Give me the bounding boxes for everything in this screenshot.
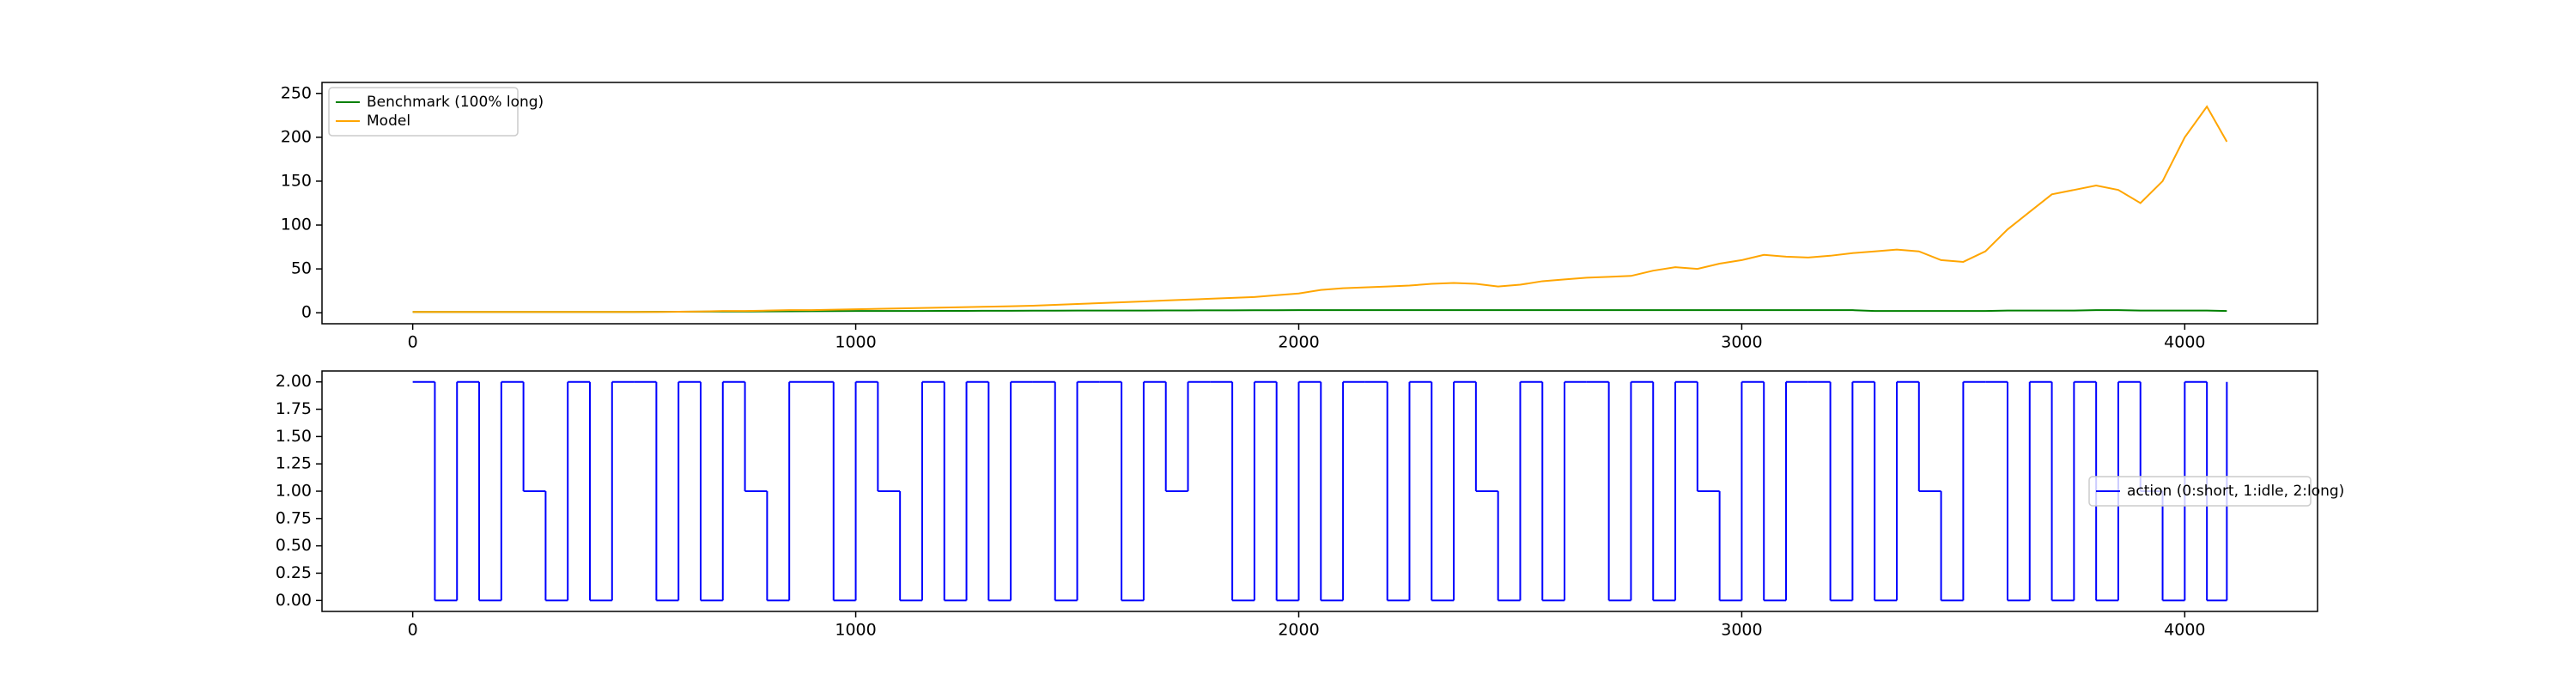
axes-frame [321,370,2318,612]
y-tick-label: 150 [281,171,312,190]
legend-box [2088,476,2312,507]
plot-area [412,105,2228,313]
y-tick-label: 200 [281,127,312,146]
y-tick-label: 1.50 [276,427,312,446]
x-tick-label: 0 [408,621,418,640]
plot-area [412,380,2228,602]
x-tick-label: 4000 [2164,621,2205,640]
x-tick-label: 0 [408,333,418,352]
y-tick-label: 0 [301,303,312,322]
legend-label: Benchmark (100% long) [367,94,544,111]
y-tick-label: 1.75 [276,399,312,418]
legend-box [328,87,519,137]
x-tick-label: 2000 [1278,333,1319,352]
legend-label: action (0:short, 1:idle, 2:long) [2127,483,2344,500]
y-tick-label: 1.00 [276,482,312,501]
y-tick-label: 0.25 [276,563,312,582]
axes-frame [321,82,2318,325]
series-line [412,105,2228,313]
x-tick-label: 3000 [1721,621,1762,640]
y-tick-label: 0.00 [276,591,312,610]
y-tick-label: 1.25 [276,454,312,473]
x-tick-label: 4000 [2164,333,2205,352]
x-tick-label: 3000 [1721,333,1762,352]
x-tick-label: 1000 [835,621,876,640]
x-tick-label: 1000 [835,333,876,352]
y-tick-label: 100 [281,216,312,234]
y-tick-label: 0.50 [276,536,312,555]
legend-label: Model [367,112,410,130]
x-tick-label: 2000 [1278,621,1319,640]
y-tick-label: 0.75 [276,508,312,527]
y-tick-label: 50 [291,259,312,278]
y-tick-label: 250 [281,83,312,102]
y-tick-label: 2.00 [276,372,312,391]
